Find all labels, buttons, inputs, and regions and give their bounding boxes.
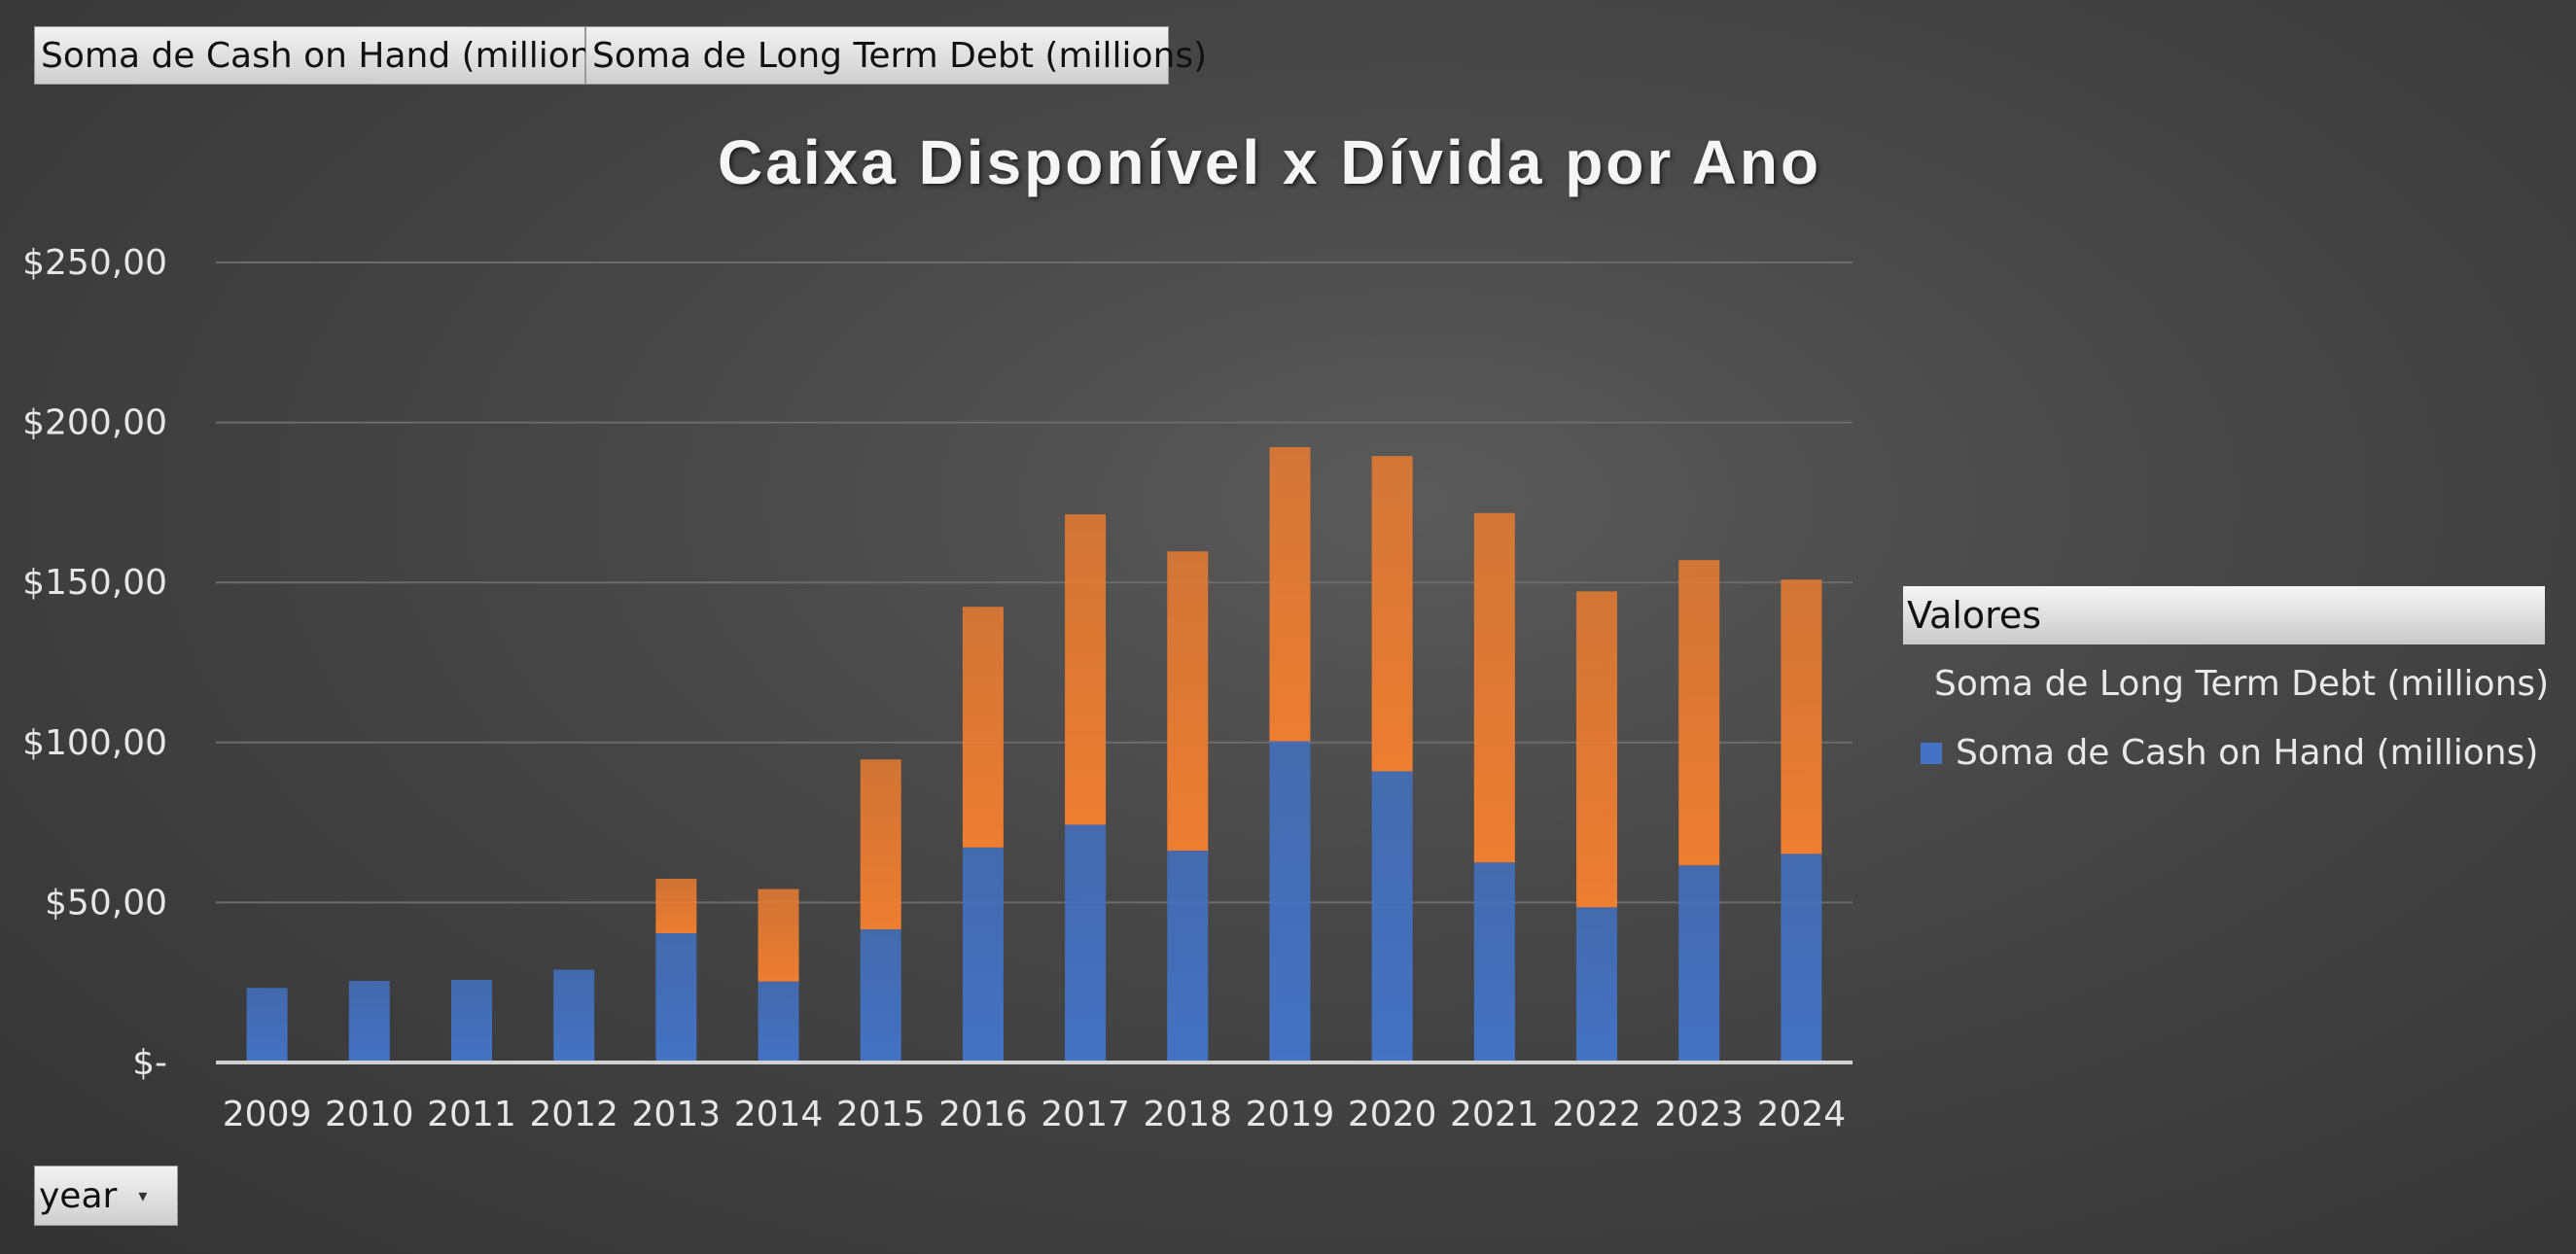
legend-label-cash: Soma de Cash on Hand (millions) — [1956, 733, 2539, 773]
y-tick-label: $100,00 — [22, 723, 167, 763]
legend-item-debt: Soma de Long Term Debt (millions) — [1921, 664, 2549, 704]
y-tick-label: $200,00 — [22, 403, 167, 443]
legend-header[interactable]: Valores — [1903, 586, 2545, 644]
y-tick-label: $150,00 — [22, 563, 167, 603]
legend-swatch-cash — [1921, 742, 1942, 764]
x-tick-label: 2015 — [836, 1095, 926, 1134]
dropdown-caret-icon: ▾ — [138, 1185, 148, 1206]
bar-cash-2010[interactable] — [348, 981, 390, 1062]
bar-cash-2009[interactable] — [246, 988, 288, 1062]
x-tick-label: 2024 — [1757, 1095, 1847, 1134]
y-tick-label: $50,00 — [45, 883, 167, 923]
bar-debt-2019[interactable] — [1269, 446, 1311, 742]
bar-debt-2015[interactable] — [860, 759, 901, 930]
x-tick-label: 2020 — [1348, 1095, 1437, 1134]
x-tick-label: 2013 — [632, 1095, 722, 1134]
x-tick-label: 2021 — [1450, 1095, 1539, 1134]
bar-cash-2014[interactable] — [758, 981, 799, 1062]
bar-cash-2018[interactable] — [1167, 851, 1209, 1062]
bar-cash-2013[interactable] — [655, 933, 697, 1062]
x-tick-label: 2023 — [1654, 1095, 1744, 1134]
y-tick-label: $250,00 — [22, 243, 167, 283]
x-tick-label: 2022 — [1552, 1095, 1641, 1134]
axes: $- $50,00 $100,00 $150,00 $200,00 $250,00 2009… — [22, 243, 1853, 1134]
x-tick-label: 2012 — [529, 1095, 618, 1134]
year-filter-label: year — [39, 1175, 118, 1216]
bar-cash-2016[interactable] — [962, 847, 1004, 1062]
x-tick-label: 2014 — [734, 1095, 824, 1134]
bar-debt-2024[interactable] — [1781, 579, 1822, 854]
pivot-field-buttons: Soma de Cash on Hand (millions) Soma de … — [34, 26, 1207, 85]
field-button-debt[interactable]: Soma de Long Term Debt (millions) — [585, 26, 1207, 85]
x-tick-label: 2010 — [325, 1095, 414, 1134]
x-tick-label: 2009 — [223, 1095, 312, 1134]
bar-cash-2020[interactable] — [1371, 771, 1413, 1062]
x-tick-label: 2017 — [1041, 1095, 1130, 1134]
bars — [246, 446, 1822, 1062]
bar-cash-2019[interactable] — [1269, 741, 1311, 1062]
bar-cash-2011[interactable] — [450, 980, 492, 1062]
bar-debt-2022[interactable] — [1576, 591, 1618, 908]
x-tick-label: 2011 — [427, 1095, 516, 1134]
bar-debt-2016[interactable] — [962, 607, 1004, 848]
bar-cash-2024[interactable] — [1781, 853, 1822, 1062]
bar-cash-2015[interactable] — [860, 929, 901, 1062]
legend-label-debt: Soma de Long Term Debt (millions) — [1934, 664, 2550, 704]
year-filter-button[interactable]: year ▾ — [34, 1166, 178, 1226]
x-tick-label: 2018 — [1143, 1095, 1232, 1134]
bar-debt-2018[interactable] — [1167, 551, 1209, 852]
bar-debt-2017[interactable] — [1065, 514, 1107, 825]
bar-debt-2013[interactable] — [655, 879, 697, 934]
x-tick-label: 2016 — [938, 1095, 1028, 1134]
field-button-cash[interactable]: Soma de Cash on Hand (millions) — [34, 26, 623, 85]
bar-cash-2022[interactable] — [1576, 907, 1618, 1062]
chart-title: Caixa Disponível x Dívida por Ano — [718, 127, 1822, 197]
bar-debt-2020[interactable] — [1371, 456, 1413, 772]
y-tick-label: $- — [132, 1043, 167, 1083]
legend: Valores Soma de Long Term Debt (millions… — [1903, 586, 2549, 773]
x-tick-label: 2019 — [1246, 1095, 1335, 1134]
bar-cash-2012[interactable] — [553, 969, 595, 1062]
bar-debt-2023[interactable] — [1678, 560, 1720, 866]
legend-item-cash: Soma de Cash on Hand (millions) — [1921, 733, 2545, 773]
bar-cash-2021[interactable] — [1473, 862, 1515, 1062]
bar-debt-2021[interactable] — [1473, 512, 1515, 863]
bar-debt-2014[interactable] — [758, 888, 799, 982]
bar-cash-2023[interactable] — [1678, 865, 1720, 1062]
bar-cash-2017[interactable] — [1065, 824, 1107, 1062]
